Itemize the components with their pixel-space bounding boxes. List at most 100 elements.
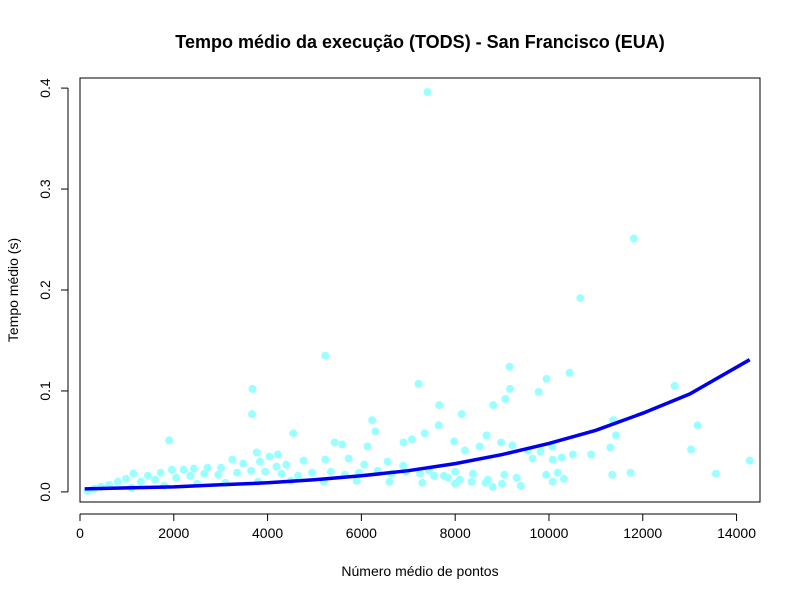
data-point: [344, 454, 353, 463]
data-point: [420, 429, 429, 438]
data-point: [289, 429, 298, 438]
y-tick-label: 0.2: [37, 280, 53, 300]
y-tick-label: 0.3: [37, 179, 53, 199]
data-point: [548, 455, 557, 464]
data-point: [228, 455, 237, 464]
data-point: [488, 482, 497, 491]
x-tick-label: 2000: [158, 525, 189, 541]
data-point: [482, 431, 491, 440]
data-point: [203, 463, 212, 472]
data-point: [418, 478, 427, 487]
data-point: [252, 448, 261, 457]
data-point: [711, 469, 720, 478]
data-point: [467, 477, 476, 486]
data-point: [557, 453, 566, 462]
data-point: [308, 468, 317, 477]
data-point: [606, 443, 615, 452]
data-point: [430, 471, 439, 480]
x-tick-label: 10000: [529, 525, 568, 541]
data-point: [399, 438, 408, 447]
data-point: [501, 395, 510, 404]
data-point: [444, 473, 453, 482]
data-point: [505, 362, 514, 371]
x-tick-label: 8000: [440, 525, 471, 541]
data-point: [129, 469, 138, 478]
data-point: [542, 374, 551, 383]
data-point: [498, 479, 507, 488]
data-point: [247, 466, 256, 475]
data-point: [248, 410, 257, 419]
data-point: [506, 384, 515, 393]
plot-area: 0 2000 4000 6000 8000 10000 12000 14000 0.0 0.1 0.…: [37, 77, 761, 541]
y-tick-label: 0.1: [37, 381, 53, 401]
data-point: [512, 473, 521, 482]
x-tick-label: 12000: [623, 525, 662, 541]
data-point: [265, 452, 274, 461]
data-point: [186, 471, 195, 480]
x-axis-label: Número médio de pontos: [341, 563, 498, 579]
data-point: [326, 467, 335, 476]
data-point: [612, 431, 621, 440]
data-point: [450, 437, 459, 446]
data-point: [352, 476, 361, 485]
trend-curve: [84, 358, 751, 491]
data-point: [189, 464, 198, 473]
data-point: [385, 477, 394, 486]
data-point: [248, 384, 257, 393]
data-point: [144, 471, 152, 480]
data-point: [414, 379, 423, 388]
data-point: [273, 450, 282, 459]
data-point: [214, 470, 223, 479]
data-point: [670, 381, 679, 390]
data-point: [481, 478, 490, 487]
data-point: [261, 467, 270, 476]
data-point: [559, 474, 568, 483]
data-point: [528, 454, 537, 463]
y-tick-label: 0.0: [37, 482, 53, 502]
y-axis-label: Tempo médio (s): [5, 238, 21, 342]
data-point: [416, 469, 424, 478]
x-tick-label: 4000: [252, 525, 283, 541]
data-point: [151, 475, 160, 484]
data-point: [461, 446, 470, 455]
data-point: [608, 470, 617, 479]
data-point: [553, 468, 562, 477]
x-tick-label: 14000: [717, 525, 756, 541]
data-point: [497, 438, 506, 447]
data-point: [256, 457, 265, 466]
data-point: [629, 234, 638, 243]
data-point: [233, 468, 242, 477]
data-point: [272, 462, 281, 471]
data-point: [451, 467, 460, 476]
data-point: [435, 401, 444, 410]
data-point: [516, 481, 525, 490]
data-point: [368, 416, 377, 425]
data-point: [468, 469, 477, 478]
data-point: [457, 410, 466, 419]
data-point: [277, 469, 286, 478]
data-point: [299, 456, 308, 465]
data-point: [179, 465, 188, 474]
data-point: [217, 463, 226, 472]
data-point: [167, 465, 176, 474]
data-point: [330, 438, 339, 447]
data-point: [687, 445, 696, 454]
data-point: [321, 351, 330, 360]
data-point: [321, 455, 330, 464]
x-tick-label: 0: [76, 525, 84, 541]
x-tick-label: 6000: [346, 525, 377, 541]
data-point: [294, 471, 303, 480]
data-point: [626, 468, 635, 477]
data-point: [565, 368, 574, 377]
data-point: [568, 450, 577, 459]
data-point: [282, 460, 291, 469]
data-point: [338, 440, 347, 449]
data-point: [587, 450, 596, 459]
plot-frame: [79, 77, 761, 503]
data-point: [371, 427, 380, 436]
data-point: [121, 474, 130, 483]
y-tick-label: 0.4: [37, 78, 53, 98]
data-point: [165, 436, 174, 445]
data-point: [172, 473, 181, 482]
